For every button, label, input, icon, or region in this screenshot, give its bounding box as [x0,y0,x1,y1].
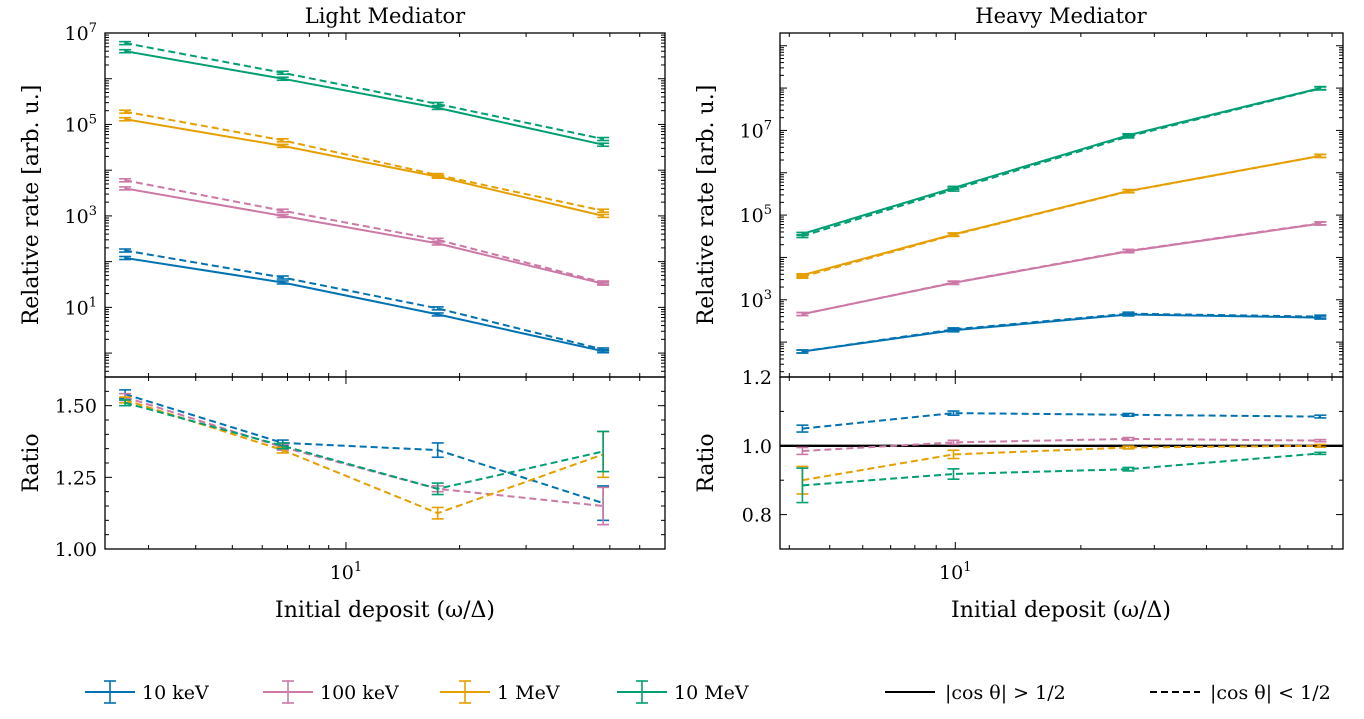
legend-item-dashed: |cos θ| < 1/2 [1150,682,1331,704]
series-line-1-mev-dashed [124,110,604,212]
series-line-100-kev-dashed [802,222,1321,316]
y-tick-label: 1.0 [742,436,772,458]
series-line-10-mev-dashed [124,42,604,140]
series-line-1-mev-dashed [802,444,1321,482]
series-line-10-mev-dashed [802,452,1321,487]
left-main-ylabel: Relative rate [arb. u.] [19,85,44,326]
left-ratio-ylabel: Ratio [19,433,44,492]
series-line-10-kev-dashed [124,393,604,505]
y-tick-label: 1.2 [742,367,772,389]
legend-label: |cos θ| < 1/2 [1210,682,1331,704]
series-line-1-mev-dashed [802,154,1321,278]
series-line-100-kev-dashed [802,437,1321,452]
series-line-1-mev-solid [802,154,1321,277]
series-line-10-kev-solid [802,313,1321,353]
legend-label: 100 keV [320,682,399,704]
x-tick-label: 101 [939,560,971,584]
y-tick-label: 1.25 [55,467,97,489]
series-line-10-mev-dashed [802,87,1321,238]
light-mediator-title: Light Mediator [305,4,466,28]
legend-item-solid: |cos θ| > 1/2 [885,682,1066,704]
series-line-10-kev-dashed [124,249,604,351]
series-line-10-kev-solid [124,257,604,353]
light-ratio-panel: 1.00 1.25 1.50 101 [55,376,666,584]
legend-label: 10 keV [142,682,209,704]
right-ratio-ylabel: Ratio [694,433,719,492]
series-line-10-kev-dashed [802,312,1321,353]
series-line-100-kev-dashed [124,396,604,507]
legend: 10 keV 100 keV 1 MeV 10 MeV |cos θ| > 1/2 |co… [85,680,1331,704]
y-tick-label: 103 [65,204,97,228]
series-line-10-kev-dashed [802,412,1321,430]
y-tick-label: 1.00 [55,539,97,561]
series-line-100-kev-solid [802,222,1321,316]
series-line-10-mev-solid [124,50,604,146]
left-xlabel: Initial deposit (ω/Δ) [275,598,495,623]
y-tick-label: 107 [65,21,97,45]
series-line-1-mev-solid [124,118,604,217]
legend-label: 10 MeV [674,682,749,704]
right-xlabel: Initial deposit (ω/Δ) [951,598,1171,623]
y-tick-label: 107 [740,118,772,142]
y-tick-label: 105 [740,203,772,227]
legend-label: 1 MeV [497,682,560,704]
legend-label: |cos θ| > 1/2 [945,682,1066,704]
y-tick-label: 105 [65,112,97,136]
series-line-10-mev-solid [802,87,1321,235]
axes-frame [779,376,1344,550]
legend-item-10-kev: 10 keV [85,680,209,704]
y-tick-label: 101 [65,295,97,319]
legend-item-10-mev: 10 MeV [617,680,749,704]
y-tick-label: 0.8 [742,505,772,527]
x-tick-label: 101 [330,560,362,584]
y-tick-label: 1.50 [55,396,97,418]
series-line-10-mev-dashed [124,401,604,490]
heavy-mediator-title: Heavy Mediator [975,4,1147,28]
heavy-ratio-panel: 0.8 1.0 1.2 101 [742,367,1344,584]
legend-item-100-kev: 100 keV [263,680,399,704]
light-rate-panel: 101 103 105 107 [65,21,666,378]
y-tick-label: 103 [740,288,772,312]
axes-frame [779,32,1344,378]
series-line-1-mev-dashed [124,398,604,515]
heavy-rate-panel: 103 105 107 [740,32,1344,378]
right-main-ylabel: Relative rate [arb. u.] [694,85,719,326]
series-line-100-kev-dashed [124,179,604,284]
legend-item-1-mev: 1 MeV [440,680,560,704]
series-line-100-kev-solid [124,187,604,285]
